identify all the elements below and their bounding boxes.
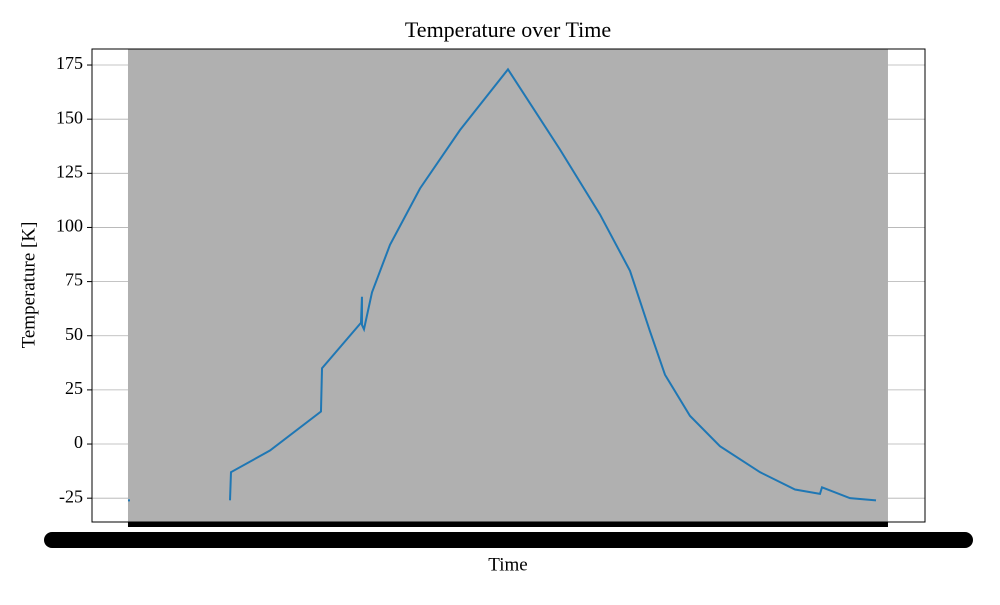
plot-area: -25 0 25 50 75 100 125 150 175 <box>56 48 926 527</box>
x-ticks-overlap <box>127 522 888 527</box>
y-tick-label: 50 <box>65 324 83 344</box>
x-tick-labels-overlap <box>44 532 973 548</box>
y-tick-label: 75 <box>65 270 83 290</box>
y-tick-label: 100 <box>56 216 83 236</box>
y-tick-label: 25 <box>65 378 83 398</box>
x-axis-label: Time <box>488 554 527 575</box>
axes-frame <box>91 48 926 523</box>
shaded-span <box>127 49 888 522</box>
y-axis-label: Temperature [K] <box>18 222 39 349</box>
y-tick-label: 150 <box>56 107 83 127</box>
y-tick-label: -25 <box>59 486 83 506</box>
chart-title: Temperature over Time <box>405 17 611 42</box>
y-tick-label: 175 <box>56 53 83 73</box>
y-tick-label: 0 <box>74 432 83 452</box>
y-tick-label: 125 <box>56 161 83 181</box>
line-series <box>127 67 877 502</box>
